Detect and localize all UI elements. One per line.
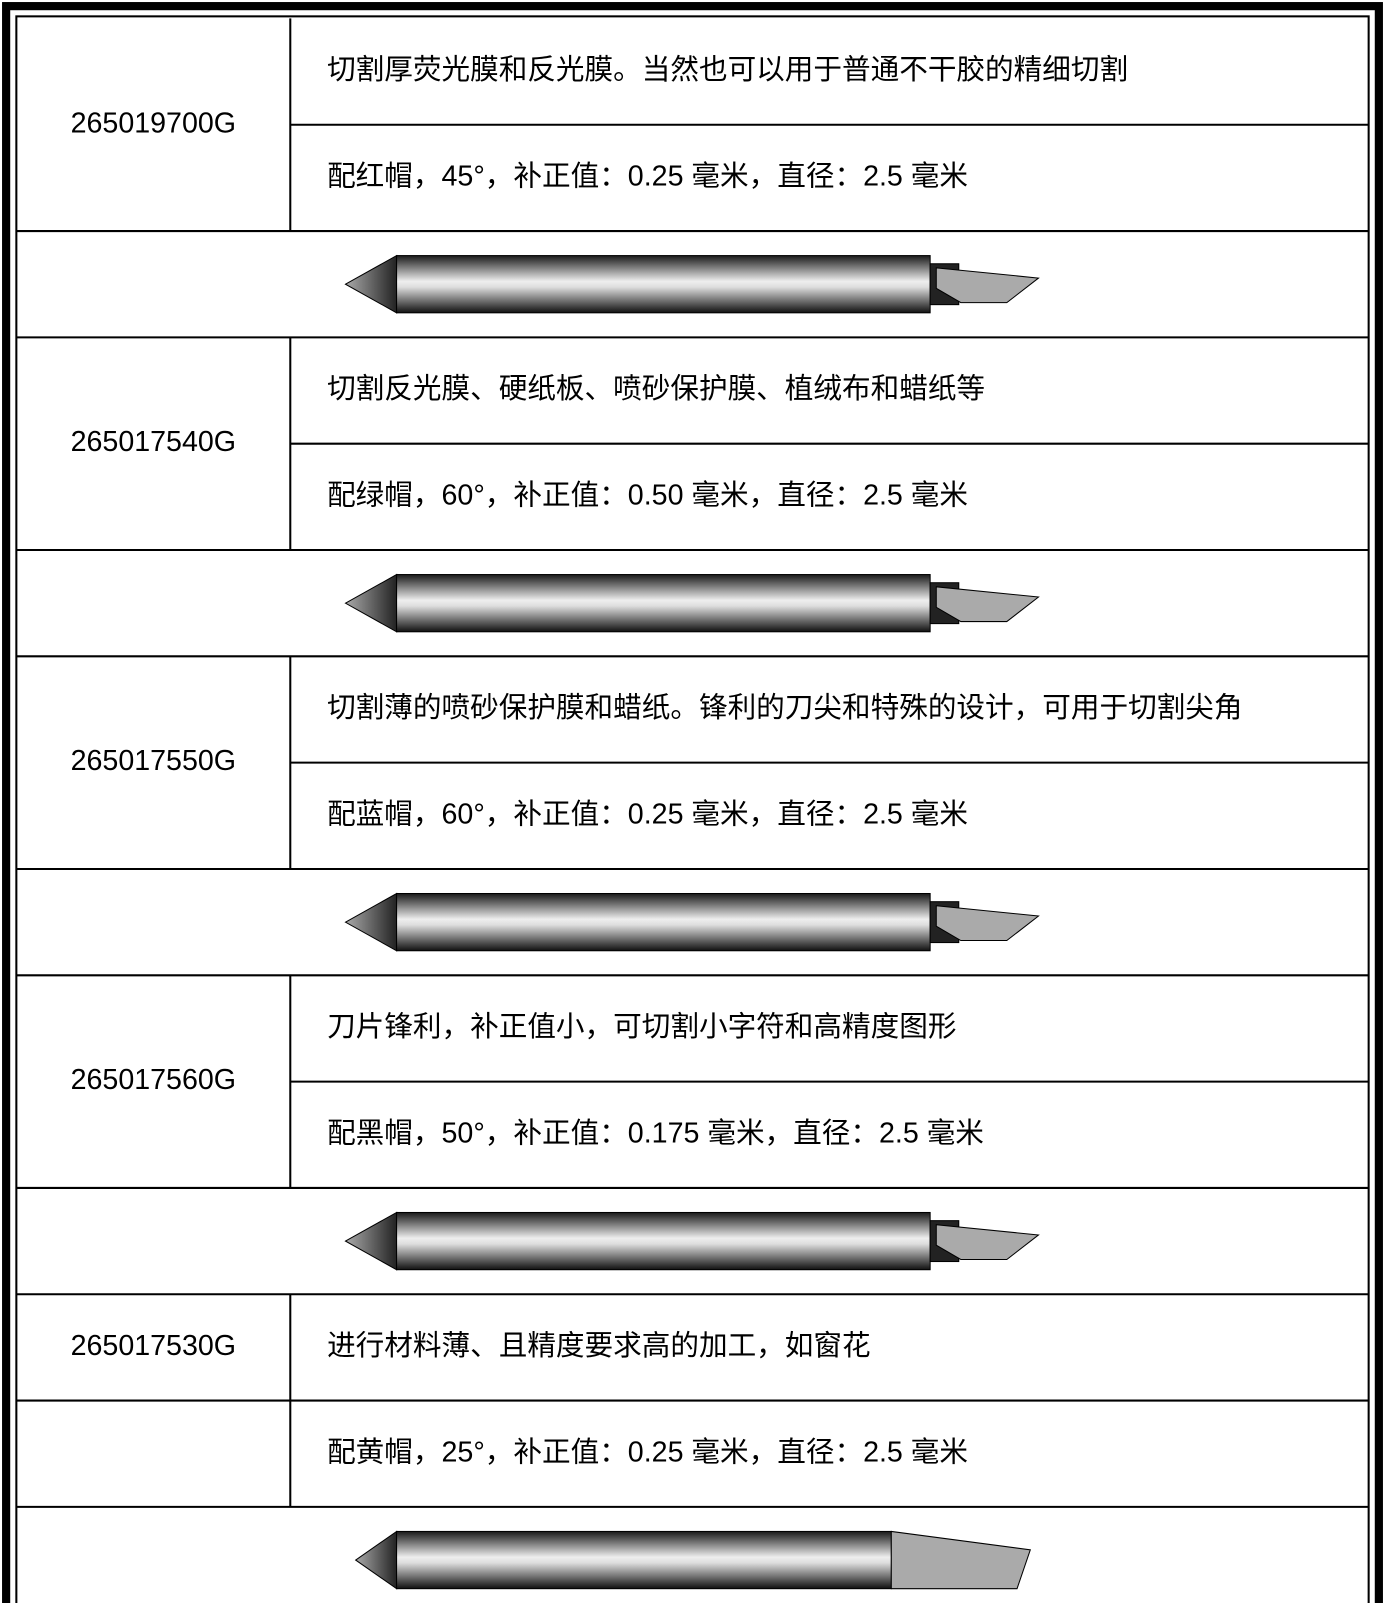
- description: 切割反光膜、硬纸板、喷砂保护膜、植绒布和蜡纸等: [327, 373, 985, 405]
- description: 切割薄的喷砂保护膜和蜡纸。锋利的刀尖和特殊的设计，可用于切割尖角: [327, 692, 1242, 724]
- blade: [935, 905, 1040, 942]
- spec: 配蓝帽，60°，补正值：0.25 毫米，直径：2.5 毫米: [327, 798, 968, 830]
- description: 切割厚荧光膜和反光膜。当然也可以用于普通不干胶的精细切割: [327, 54, 1128, 86]
- spec: 配黑帽，50°，补正值：0.175 毫米，直径：2.5 毫米: [327, 1117, 984, 1149]
- part-code: 265017550G: [71, 745, 236, 777]
- pen-body: [396, 892, 931, 952]
- pen-tip: [344, 254, 398, 314]
- blade: [935, 267, 1040, 304]
- part-code: 265017540G: [71, 426, 236, 458]
- pen-body: [396, 255, 931, 314]
- pen-tip: [344, 892, 398, 952]
- pen-body: [396, 1530, 892, 1590]
- spec: 配红帽，45°，补正值：0.25 毫米，直径：2.5 毫米: [327, 160, 968, 192]
- blade: [890, 1530, 1032, 1590]
- spec: 配绿帽，60°，补正值：0.50 毫米，直径：2.5 毫米: [327, 479, 968, 511]
- inner-border: [15, 15, 1370, 1603]
- description: 进行材料薄、且精度要求高的加工，如窗花: [327, 1330, 871, 1362]
- pen-tip: [354, 1530, 398, 1590]
- spec: 配黄帽，25°，补正值：0.25 毫米，直径：2.5 毫米: [327, 1436, 968, 1468]
- part-code: 265019700G: [71, 107, 236, 139]
- part-code: 265017560G: [71, 1064, 236, 1096]
- pen-tip: [344, 1211, 398, 1271]
- blade: [935, 1224, 1040, 1261]
- pen-body: [396, 1211, 931, 1271]
- description: 刀片锋利，补正值小，可切割小字符和高精度图形: [327, 1011, 956, 1043]
- pen-tip: [344, 573, 398, 633]
- part-code: 265017530G: [71, 1330, 236, 1362]
- blade: [935, 586, 1040, 623]
- pen-body: [396, 574, 931, 633]
